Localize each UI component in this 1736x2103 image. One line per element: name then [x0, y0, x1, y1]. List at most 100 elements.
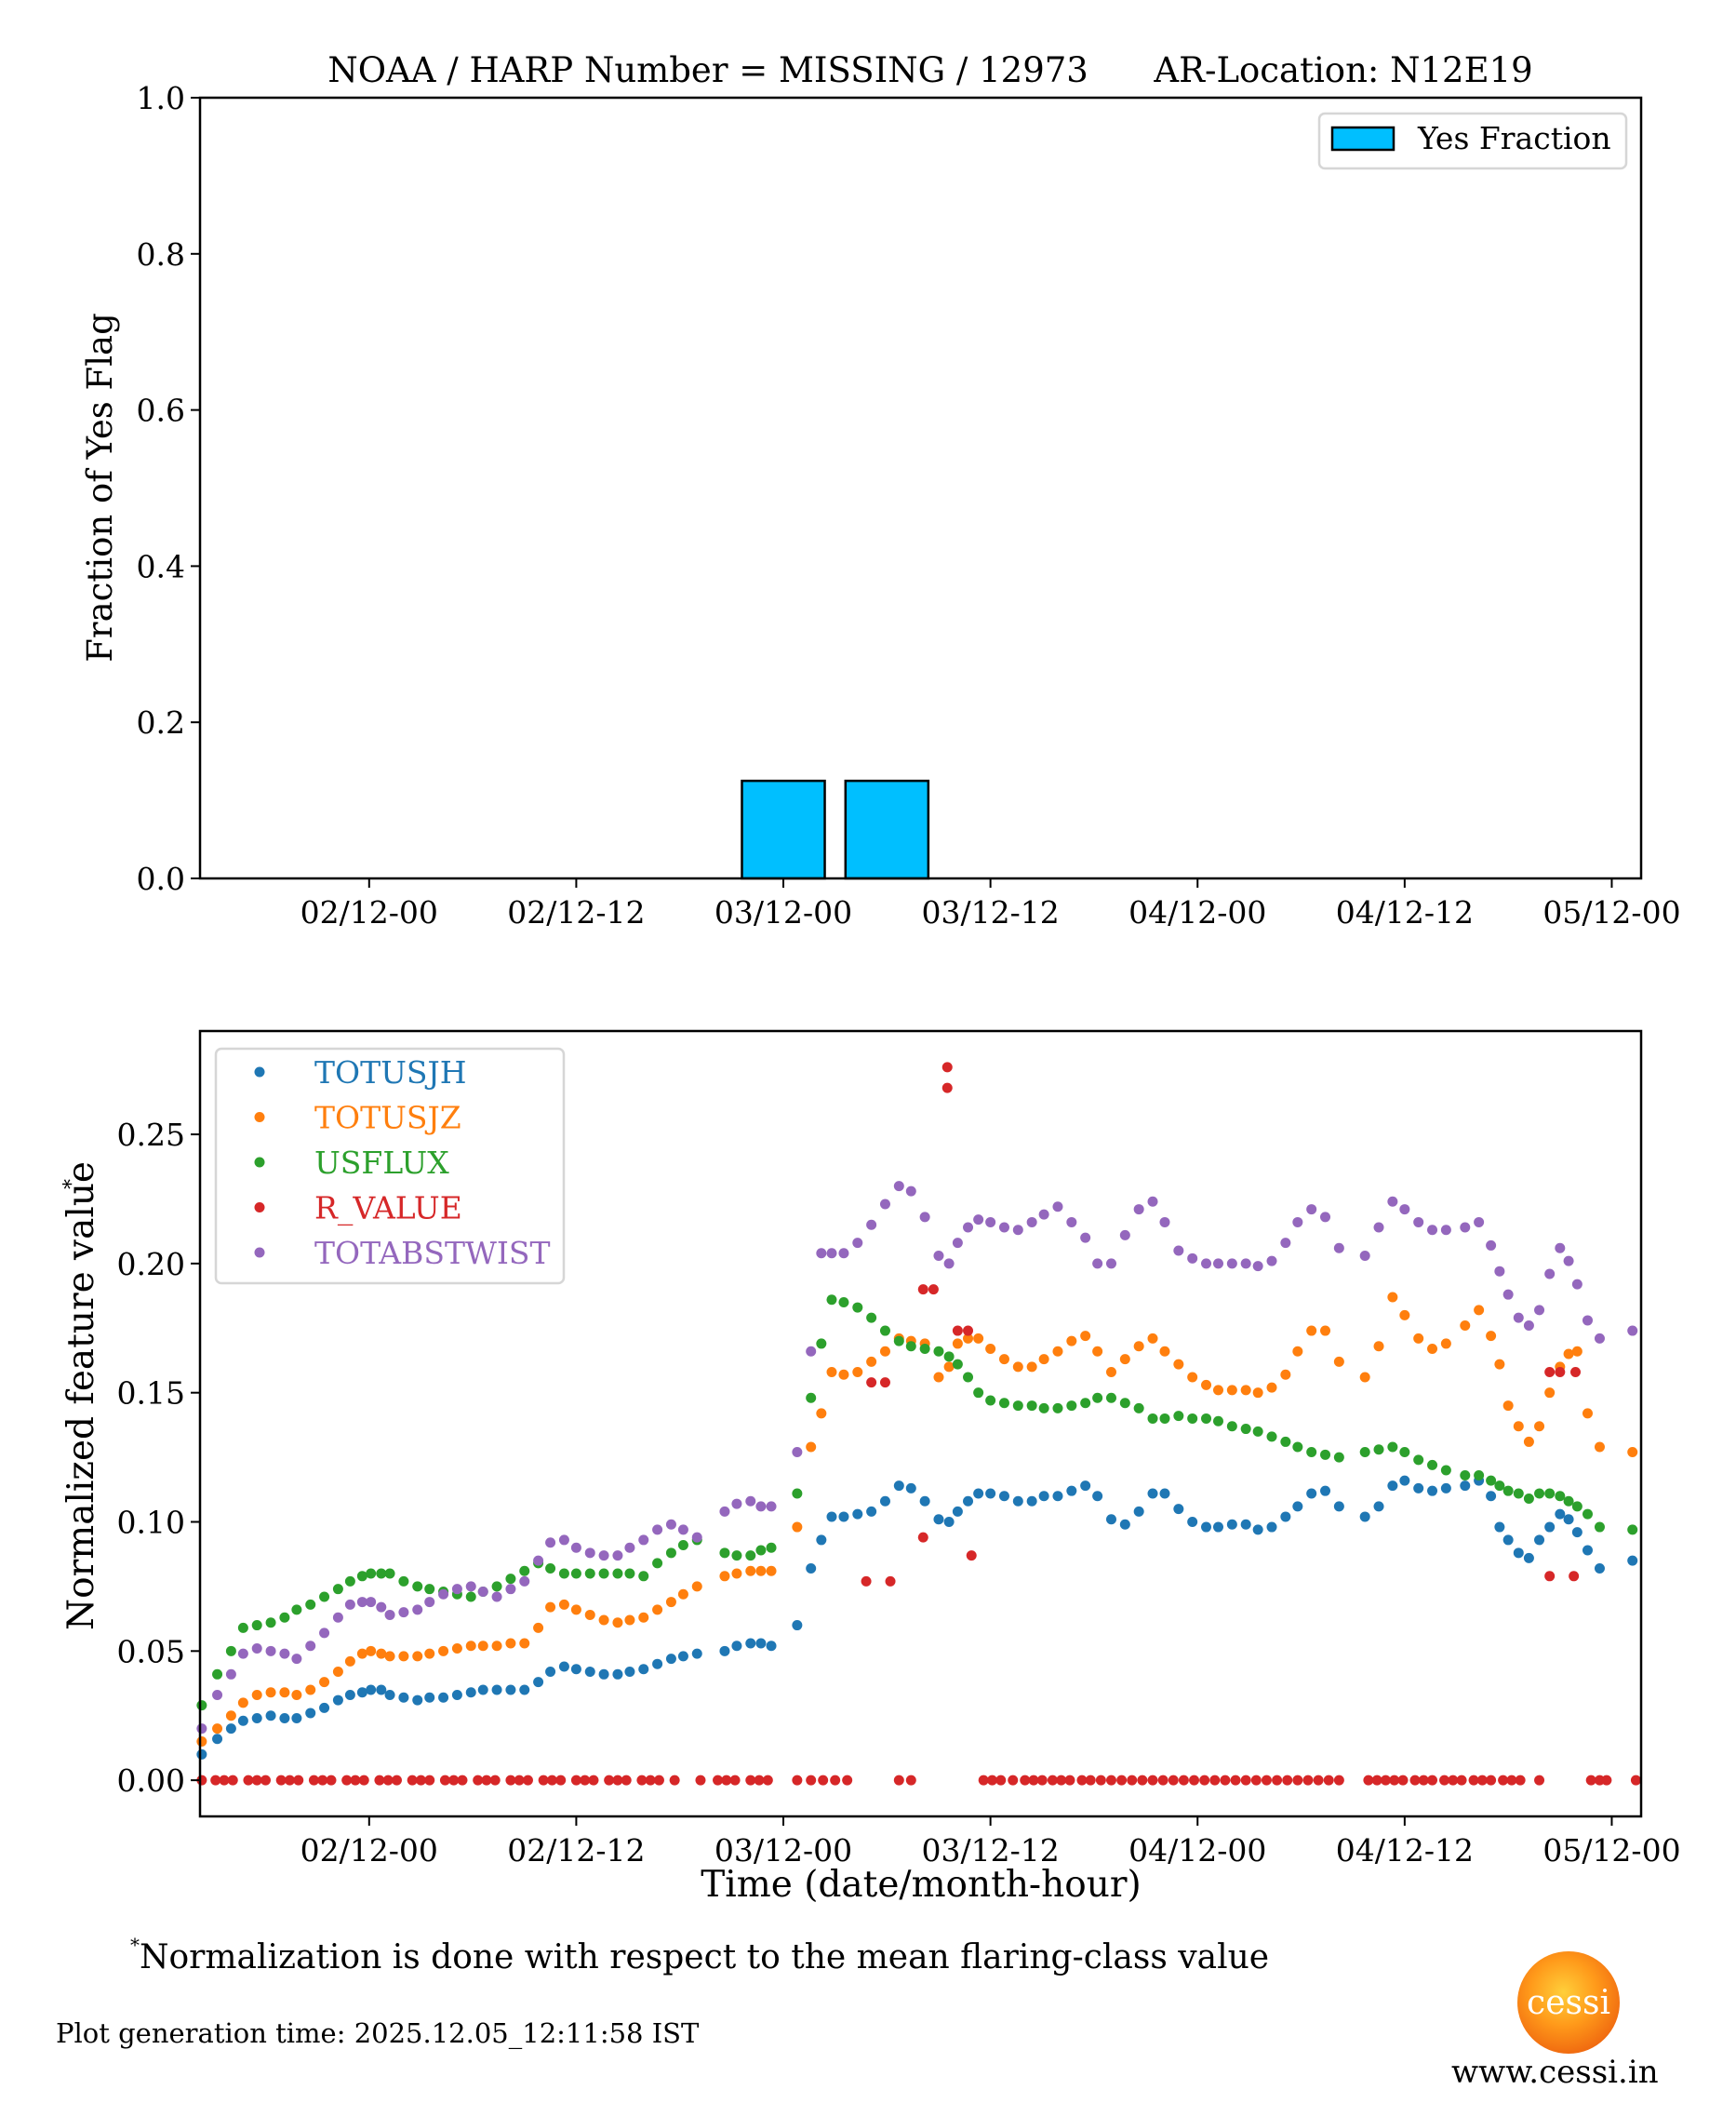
- x-tick-label: 02/12-12: [507, 1832, 645, 1869]
- top-y-axis-label: Fraction of Yes Flag: [80, 313, 120, 663]
- point-totabstwist: [1133, 1204, 1144, 1215]
- point-totusjh: [1226, 1519, 1237, 1530]
- point-r_value: [275, 1775, 287, 1786]
- point-usflux: [755, 1545, 767, 1556]
- point-usflux: [638, 1571, 649, 1582]
- point-usflux: [305, 1599, 316, 1610]
- point-r_value: [210, 1775, 221, 1786]
- point-totusjh: [1333, 1501, 1344, 1512]
- point-usflux: [291, 1604, 302, 1615]
- point-totusjz: [1012, 1361, 1023, 1373]
- point-totusjh: [1563, 1514, 1574, 1525]
- point-totusjz: [624, 1614, 635, 1626]
- point-totabstwist: [1026, 1216, 1037, 1227]
- point-r_value: [1427, 1775, 1438, 1786]
- y-tick-label: 1.0: [137, 80, 185, 116]
- point-totusjz: [691, 1581, 702, 1592]
- point-r_value: [358, 1775, 369, 1786]
- point-totusjz: [1266, 1382, 1277, 1393]
- point-usflux: [356, 1571, 367, 1582]
- point-totusjh: [1159, 1488, 1170, 1499]
- point-totusjh: [545, 1667, 556, 1678]
- point-totusjz: [1320, 1325, 1331, 1336]
- point-totabstwist: [305, 1641, 316, 1652]
- point-usflux: [376, 1568, 387, 1579]
- bottom-y-axis-label-mark: *: [60, 1179, 84, 1189]
- point-totusjz: [1544, 1387, 1556, 1399]
- point-usflux: [1502, 1485, 1514, 1496]
- point-r_value: [885, 1575, 896, 1587]
- point-r_value: [1498, 1775, 1509, 1786]
- x-tick-label: 02/12-00: [300, 894, 438, 931]
- point-totusjh: [1187, 1517, 1198, 1527]
- point-totusjz: [505, 1638, 516, 1649]
- point-usflux: [491, 1581, 502, 1592]
- point-totusjh: [1266, 1521, 1277, 1533]
- bottom-x-axis-label: Time (date/month-hour): [701, 1864, 1141, 1906]
- point-totusjz: [491, 1641, 502, 1652]
- point-totabstwist: [792, 1447, 803, 1458]
- point-totusjh: [1105, 1514, 1116, 1525]
- point-usflux: [1563, 1495, 1574, 1507]
- point-totusjh: [1052, 1491, 1063, 1502]
- bottom-plot-frame: [198, 1029, 1643, 1818]
- point-totusjz: [477, 1641, 488, 1652]
- point-totusjh: [933, 1514, 944, 1525]
- point-usflux: [1399, 1447, 1410, 1458]
- point-totusjz: [344, 1655, 355, 1667]
- point-totusjh: [1080, 1480, 1091, 1492]
- y-tick-label: 0.2: [137, 704, 185, 741]
- point-totabstwist: [1080, 1232, 1091, 1243]
- point-totusjh: [985, 1488, 996, 1499]
- point-usflux: [344, 1575, 355, 1587]
- point-totusjh: [305, 1708, 316, 1719]
- point-totusjz: [196, 1735, 207, 1747]
- point-totusjz: [998, 1354, 1009, 1365]
- point-totabstwist: [1226, 1258, 1237, 1269]
- point-totusjz: [545, 1601, 556, 1613]
- point-totusjz: [1240, 1385, 1251, 1396]
- point-totabstwist: [424, 1597, 435, 1608]
- point-totabstwist: [196, 1723, 207, 1735]
- point-totusjh: [1012, 1495, 1023, 1507]
- point-totusjz: [1252, 1387, 1263, 1399]
- point-usflux: [1427, 1459, 1438, 1470]
- point-totusjz: [1582, 1408, 1593, 1419]
- point-usflux: [838, 1297, 849, 1308]
- point-totusjz: [943, 1361, 955, 1373]
- point-r_value: [1056, 1775, 1067, 1786]
- point-usflux: [1486, 1475, 1497, 1486]
- point-r_value: [917, 1284, 928, 1295]
- point-usflux: [251, 1620, 262, 1631]
- x-tick-label: 05/12-00: [1542, 1832, 1680, 1869]
- point-totusjh: [1306, 1488, 1317, 1499]
- point-totabstwist: [638, 1534, 649, 1546]
- point-totabstwist: [691, 1532, 702, 1543]
- point-totabstwist: [1460, 1222, 1471, 1233]
- point-totabstwist: [1502, 1289, 1514, 1300]
- point-r_value: [391, 1775, 402, 1786]
- point-usflux: [952, 1359, 963, 1370]
- point-totusjz: [1292, 1346, 1303, 1357]
- point-totusjh: [816, 1534, 827, 1546]
- point-totusjz: [1066, 1335, 1077, 1346]
- legend-marker-usflux: [254, 1157, 265, 1168]
- note-text: Normalization is done with respect to th…: [140, 1938, 1270, 1976]
- point-totusjh: [558, 1661, 569, 1672]
- point-totusjz: [1201, 1379, 1212, 1390]
- point-r_value: [941, 1082, 953, 1093]
- point-usflux: [1173, 1411, 1184, 1422]
- point-totusjz: [1026, 1361, 1037, 1373]
- legend-label-r_value: R_VALUE: [314, 1190, 462, 1227]
- point-totusjz: [558, 1599, 569, 1610]
- point-totabstwist: [1387, 1196, 1398, 1207]
- point-r_value: [978, 1775, 989, 1786]
- point-usflux: [973, 1387, 984, 1399]
- point-totusjh: [412, 1694, 423, 1706]
- point-totabstwist: [384, 1609, 395, 1620]
- point-r_value: [1486, 1775, 1497, 1786]
- point-r_value: [284, 1775, 295, 1786]
- point-totusjz: [384, 1651, 395, 1662]
- point-totusjh: [376, 1684, 387, 1695]
- point-usflux: [598, 1568, 609, 1579]
